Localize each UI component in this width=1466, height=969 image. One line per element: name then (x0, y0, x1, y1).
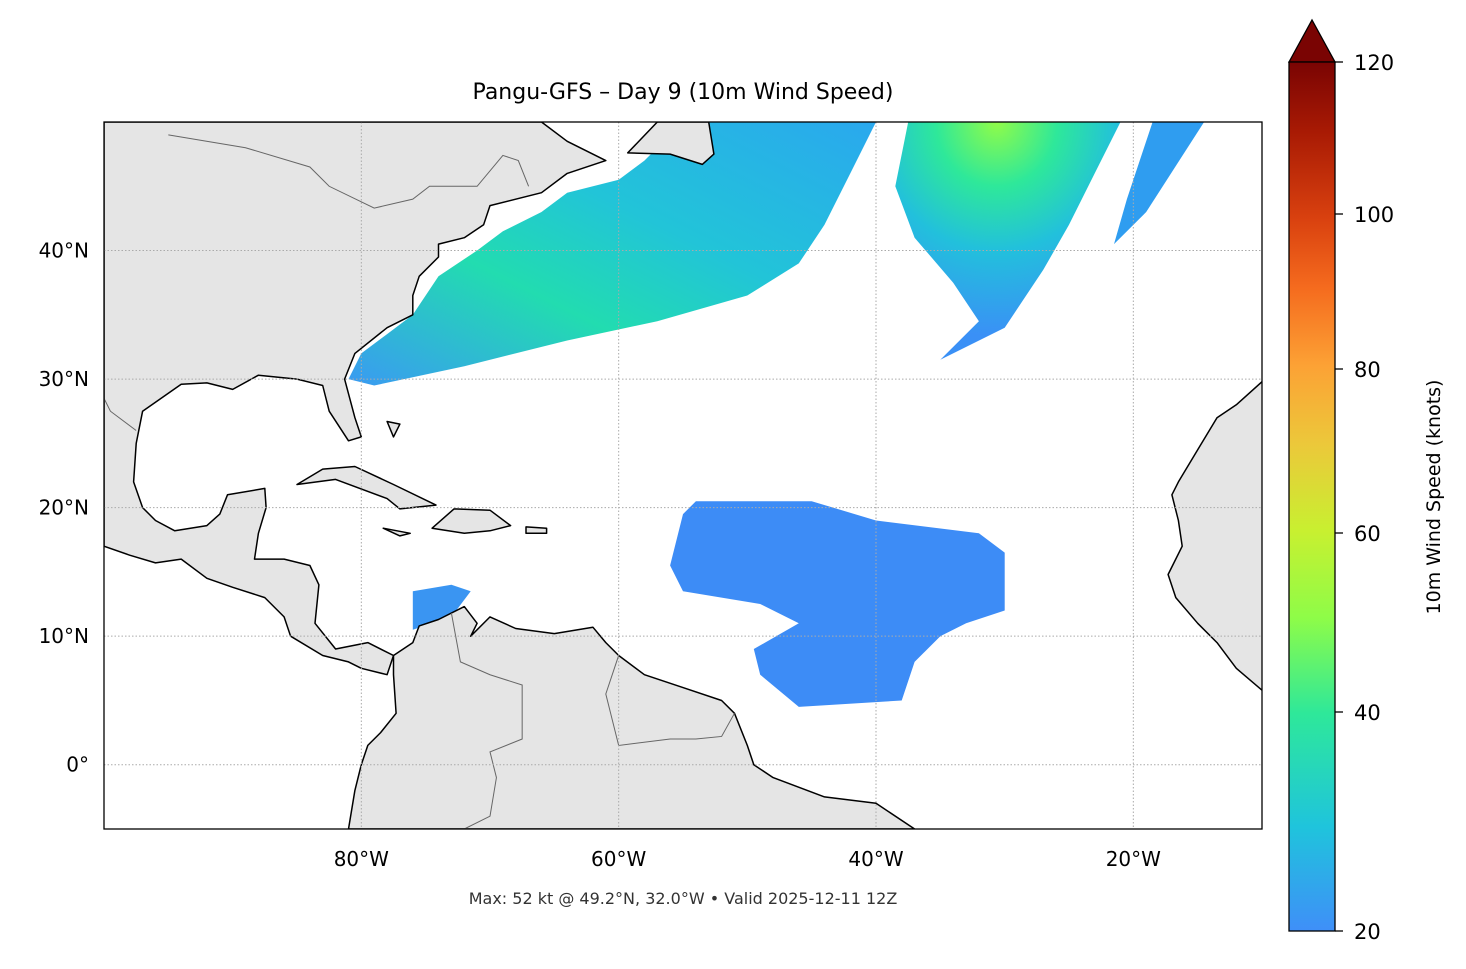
colorbar-bar (1288, 61, 1336, 932)
colorbar-tick-label: 20 (1354, 920, 1381, 944)
map-frame (103, 121, 1263, 830)
colorbar-tick-label: 100 (1354, 203, 1394, 227)
land-jamaica (382, 527, 411, 537)
border-us-canada (168, 134, 530, 209)
border-colombia (450, 612, 523, 829)
lat-tick-label: 0° (66, 753, 89, 777)
lat-tick-label: 10°N (39, 624, 89, 648)
lat-tick-label: 30°N (39, 367, 89, 391)
border-guianas (605, 655, 735, 746)
land-hispaniola (431, 508, 512, 535)
lon-tick-label: 40°W (848, 847, 903, 871)
lat-tick-label: 20°N (39, 496, 89, 520)
colorbar-tick-label: 60 (1354, 522, 1381, 546)
map-title: Pangu-GFS – Day 9 (10m Wind Speed) (473, 80, 894, 105)
border-us-mexico (104, 398, 137, 431)
lat-tick-label: 40°N (39, 239, 89, 263)
wind-region-east-atlantic (1114, 122, 1205, 245)
colorbar-tick-label: 40 (1354, 701, 1381, 725)
gridlines (104, 122, 1262, 829)
lon-tick-label: 80°W (334, 847, 389, 871)
land-cuba (296, 465, 437, 510)
wind-region-us-coast-jet (348, 122, 876, 386)
footer-info: Max: 52 kt @ 49.2°N, 32.0°W • Valid 2025… (469, 889, 898, 908)
land-north-america (104, 122, 607, 676)
land-masses (104, 122, 1262, 829)
wind-region-caribbean (412, 584, 471, 630)
land-africa (1167, 380, 1262, 692)
colorbar-tick-label: 120 (1354, 51, 1394, 75)
colorbar: 20 40 60 80 100 120 10m Wind Speed (knots) (1287, 18, 1445, 944)
lon-tick-label: 60°W (591, 847, 646, 871)
land-bahamas (386, 420, 401, 438)
land-newfoundland (626, 122, 715, 166)
wind-field (258, 122, 1205, 707)
land-south-america (347, 605, 916, 829)
colorbar-label: 10m Wind Speed (knots) (1423, 380, 1445, 615)
land-puerto-rico (525, 526, 548, 535)
colorbar-tick-label: 80 (1354, 358, 1381, 382)
wind-region-mid-atlantic (895, 122, 1121, 360)
map-axes: 80°W 60°W 40°W 20°W 40°N 30°N 20°N 10°N 0° (39, 239, 1162, 871)
wind-region-tropical (670, 501, 1005, 707)
lon-tick-label: 20°W (1106, 847, 1161, 871)
colorbar-extend-arrow (1287, 18, 1337, 63)
